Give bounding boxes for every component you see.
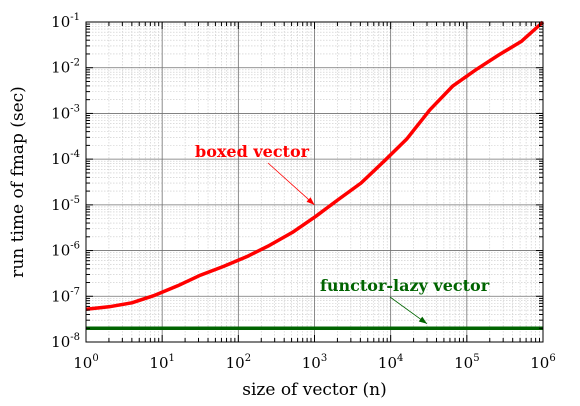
y-tick-label: 10-3 <box>51 103 80 122</box>
x-tick-labels: 100 101 102 103 104 105 106 <box>73 353 555 372</box>
series-layer <box>85 20 545 330</box>
y-tick-label: 10-8 <box>51 332 80 351</box>
annotation-arrowhead <box>306 197 315 205</box>
x-tick-exponent: 5 <box>473 353 479 364</box>
y-tick-base: 10 <box>51 59 70 77</box>
y-tick-label: 10-2 <box>51 58 80 77</box>
annotation-label: boxed vector <box>195 142 310 161</box>
y-tick-exponent: -6 <box>70 241 80 252</box>
y-tick-base: 10 <box>51 196 70 214</box>
y-tick-exponent: -2 <box>70 58 80 69</box>
y-tick-exponent: -8 <box>70 332 80 343</box>
series-line <box>85 20 545 312</box>
y-tick-exponent: -7 <box>70 286 80 297</box>
y-tick-exponent: -1 <box>70 12 80 23</box>
x-tick-base: 10 <box>454 354 473 372</box>
x-tick-label: 106 <box>530 353 555 372</box>
y-tick-base: 10 <box>51 104 70 122</box>
y-axis-label: run time of fmap (sec) <box>8 86 28 278</box>
tick-marks <box>85 21 544 343</box>
x-tick-exponent: 0 <box>92 353 98 364</box>
x-tick-label: 100 <box>73 353 98 372</box>
x-tick-label: 105 <box>454 353 479 372</box>
x-tick-base: 10 <box>73 354 92 372</box>
y-tick-label: 10-6 <box>51 241 80 260</box>
y-tick-label: 10-4 <box>51 149 80 168</box>
annotations: boxed vector functor-lazy vector <box>195 142 490 325</box>
y-tick-exponent: -5 <box>70 195 80 206</box>
x-tick-exponent: 3 <box>321 353 327 364</box>
y-tick-label: 10-1 <box>51 12 80 31</box>
y-tick-exponent: -4 <box>70 149 80 160</box>
x-tick-base: 10 <box>530 354 549 372</box>
y-tick-label: 10-7 <box>51 286 80 305</box>
x-tick-label: 104 <box>378 353 403 372</box>
major-grid <box>86 22 543 342</box>
y-tick-base: 10 <box>51 242 70 260</box>
y-tick-exponent: -3 <box>70 103 80 114</box>
x-tick-exponent: 2 <box>245 353 251 364</box>
annotation-label: functor-lazy vector <box>320 276 490 295</box>
y-tick-label: 10-5 <box>51 195 80 214</box>
y-tick-base: 10 <box>51 150 70 168</box>
x-axis-label: size of vector (n) <box>242 380 387 400</box>
x-tick-exponent: 4 <box>397 353 403 364</box>
x-tick-base: 10 <box>149 354 168 372</box>
x-tick-base: 10 <box>226 354 245 372</box>
y-tick-base: 10 <box>51 13 70 31</box>
x-tick-label: 101 <box>149 353 174 372</box>
y-tick-base: 10 <box>51 333 70 351</box>
x-tick-base: 10 <box>378 354 397 372</box>
x-tick-exponent: 1 <box>169 353 175 364</box>
y-tick-labels: 10-810-710-610-510-410-310-210-1 <box>51 12 80 351</box>
x-tick-label: 103 <box>302 353 327 372</box>
x-tick-label: 102 <box>226 353 251 372</box>
x-tick-base: 10 <box>302 354 321 372</box>
annotation-arrow-line <box>267 162 315 206</box>
y-tick-base: 10 <box>51 287 70 305</box>
annotation-arrowhead <box>418 316 428 324</box>
x-tick-exponent: 6 <box>549 353 555 364</box>
